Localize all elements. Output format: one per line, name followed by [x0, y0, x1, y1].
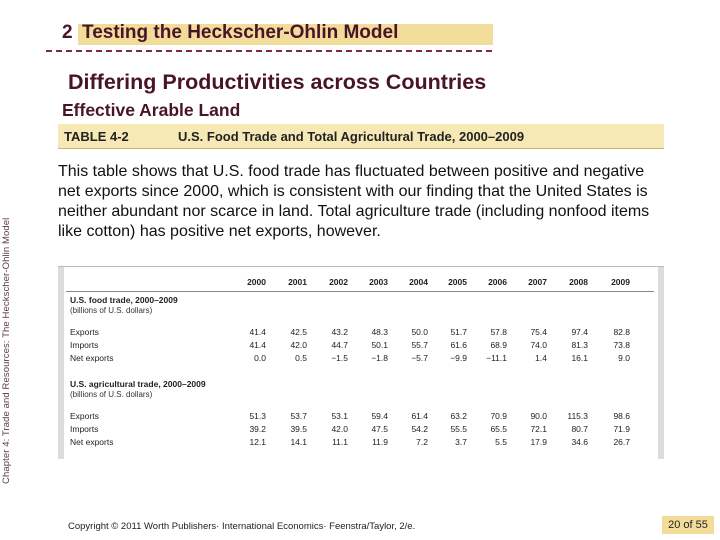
table-cell: 26.7	[613, 437, 630, 447]
table-cell: −11.1	[486, 353, 507, 363]
year-header: 2005	[448, 277, 467, 287]
table-cell: −5.7	[411, 353, 428, 363]
table-cell: 41.4	[249, 340, 266, 350]
slide-subtitle: Effective Arable Land	[62, 100, 241, 120]
section-title: U.S. food trade, 2000–2009	[70, 295, 178, 305]
data-table: 2000 2001 2002 2003 2004 2005 2006 2007 2008 2009…	[64, 267, 658, 459]
table-header: TABLE 4-2 U.S. Food Trade and Total Agri…	[58, 124, 664, 149]
row-label: Net exports	[70, 353, 114, 363]
table-cell: 41.4	[249, 327, 266, 337]
table-cell: 39.2	[249, 424, 266, 434]
table-caption: U.S. Food Trade and Total Agricultural T…	[178, 129, 525, 144]
row-label: Imports	[70, 424, 99, 434]
page-number: 20 of 55	[662, 516, 714, 534]
table-cell: 44.7	[331, 340, 348, 350]
data-table-panel: 2000 2001 2002 2003 2004 2005 2006 2007 2008 2009…	[58, 266, 664, 459]
year-header: 2007	[528, 277, 547, 287]
table-cell: 97.4	[571, 327, 588, 337]
table-cell: 71.9	[613, 424, 630, 434]
table-cell: 65.5	[490, 424, 507, 434]
table-cell: 51.7	[450, 327, 467, 337]
table-cell: 5.5	[495, 437, 507, 447]
row-label: Exports	[70, 411, 99, 421]
table-cell: 80.7	[571, 424, 588, 434]
table-cell: 57.8	[490, 327, 507, 337]
table-cell: 7.2	[416, 437, 428, 447]
table-cell: 59.4	[371, 411, 388, 421]
table-cell: 3.7	[455, 437, 467, 447]
section-subtitle: (billions of U.S. dollars)	[70, 390, 153, 399]
table-cell: 70.9	[490, 411, 507, 421]
table-cell: 11.1	[332, 437, 348, 447]
table-cell: 50.0	[411, 327, 428, 337]
table-cell: 50.1	[371, 340, 388, 350]
table-cell: 90.0	[530, 411, 547, 421]
chapter-title: Testing the Heckscher-Ohlin Model	[82, 22, 399, 43]
year-header: 2003	[369, 277, 388, 287]
table-cell: 47.5	[371, 424, 388, 434]
table-cell: 55.7	[411, 340, 428, 350]
header-rule	[66, 291, 654, 292]
table-cell: 98.6	[613, 411, 630, 421]
table-cell: 0.0	[254, 353, 266, 363]
table-cell: 63.2	[450, 411, 467, 421]
chapter-side-label: Chapter 4: Trade and Resources: The Heck…	[1, 217, 12, 484]
table-cell: 75.4	[530, 327, 547, 337]
year-header: 2004	[409, 277, 428, 287]
table-cell: 73.8	[613, 340, 630, 350]
table-cell: 16.1	[571, 353, 588, 363]
table-cell: 61.4	[411, 411, 428, 421]
table-cell: −1.8	[371, 353, 388, 363]
table-cell: 42.0	[290, 340, 307, 350]
table-cell: 72.1	[530, 424, 547, 434]
year-header: 2009	[611, 277, 630, 287]
table-cell: 53.7	[290, 411, 307, 421]
table-cell: 51.3	[249, 411, 266, 421]
year-header: 2000	[247, 277, 266, 287]
copyright-footer: Copyright © 2011 Worth Publishers· Inter…	[68, 521, 416, 532]
table-cell: 74.0	[530, 340, 547, 350]
table-cell: −9.9	[450, 353, 467, 363]
section-subtitle: (billions of U.S. dollars)	[70, 306, 153, 315]
table-cell: 34.6	[571, 437, 588, 447]
slide-title: Differing Productivities across Countrie…	[68, 70, 487, 94]
chapter-number: 2	[62, 22, 73, 43]
year-header: 2006	[488, 277, 507, 287]
table-cell: 11.9	[372, 437, 388, 447]
table-label: TABLE 4-2	[64, 129, 129, 144]
table-cell: −1.5	[331, 353, 348, 363]
table-cell: 48.3	[371, 327, 388, 337]
table-cell: 39.5	[290, 424, 307, 434]
table-cell: 1.4	[535, 353, 547, 363]
table-cell: 43.2	[331, 327, 348, 337]
table-cell: 14.1	[290, 437, 307, 447]
table-cell: 55.5	[450, 424, 467, 434]
table-cell: 12.1	[249, 437, 266, 447]
table-cell: 42.0	[331, 424, 348, 434]
table-cell: 82.8	[613, 327, 630, 337]
row-label: Exports	[70, 327, 99, 337]
section-title: U.S. agricultural trade, 2000–2009	[70, 379, 206, 389]
table-cell: 42.5	[290, 327, 307, 337]
year-header: 2001	[288, 277, 307, 287]
row-label: Net exports	[70, 437, 114, 447]
table-cell: 53.1	[331, 411, 348, 421]
year-header: 2008	[569, 277, 588, 287]
table-cell: 115.3	[567, 411, 588, 421]
row-label: Imports	[70, 340, 99, 350]
table-cell: 0.5	[295, 353, 307, 363]
table-cell: 61.6	[450, 340, 467, 350]
table-cell: 68.9	[490, 340, 507, 350]
year-header: 2002	[329, 277, 348, 287]
table-intro: This table shows that U.S. food trade ha…	[58, 163, 650, 240]
table-cell: 9.0	[618, 353, 630, 363]
table-cell: 81.3	[571, 340, 588, 350]
title-divider	[46, 50, 492, 52]
chapter-title-tab	[78, 24, 493, 45]
table-cell: 17.9	[530, 437, 547, 447]
table-cell: 54.2	[411, 424, 428, 434]
